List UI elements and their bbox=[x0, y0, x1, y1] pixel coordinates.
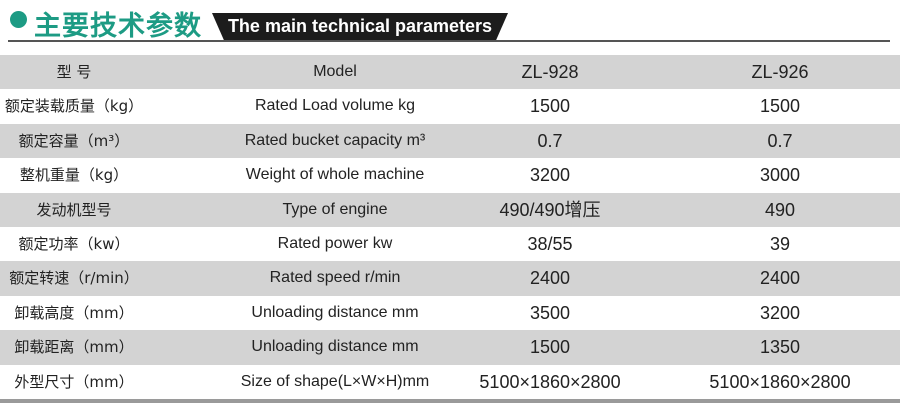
param-name-cn: 额定功率（kw） bbox=[18, 234, 130, 253]
table-row: 额定转速（r/min） Rated speed r/min 2400 2400 bbox=[0, 261, 900, 296]
table-row: 型 号 Model ZL-928 ZL-926 bbox=[0, 55, 900, 90]
value-model-2: 2400 bbox=[759, 268, 801, 289]
section-title-en: The main technical parameters bbox=[227, 16, 493, 36]
value-model-1: 3200 bbox=[529, 165, 571, 186]
param-name-en: Rated bucket capacity m³ bbox=[244, 131, 426, 149]
param-name-en: Rated Load volume kg bbox=[254, 97, 416, 115]
parameters-table: 型 号 Model ZL-928 ZL-926 额定装载质量（kg） Rated… bbox=[0, 55, 900, 399]
table-row: 卸载距离（mm） Unloading distance mm 1500 1350 bbox=[0, 330, 900, 365]
value-model-2: 1350 bbox=[759, 337, 801, 358]
value-model-2: 0.7 bbox=[767, 130, 793, 151]
table-row: 整机重量（kg） Weight of whole machine 3200 30… bbox=[0, 158, 900, 192]
table-row: 外型尺寸（mm） Size of shape(L×W×H)mm 5100×186… bbox=[0, 365, 900, 399]
param-name-cn: 发动机型号 bbox=[36, 200, 112, 219]
table-row: 额定容量（m³） Rated bucket capacity m³ 0.7 0.… bbox=[0, 123, 900, 159]
bottom-divider bbox=[0, 399, 900, 403]
param-name-en: Model bbox=[313, 63, 357, 80]
value-model-2: 1500 bbox=[759, 96, 801, 117]
param-name-cn: 外型尺寸（mm） bbox=[14, 372, 134, 391]
value-model-1: 38/55 bbox=[527, 233, 573, 254]
param-name-cn: 整机重量（kg） bbox=[19, 166, 129, 185]
value-model-1: 3500 bbox=[529, 302, 571, 323]
value-model-2: 39 bbox=[769, 233, 791, 254]
param-name-cn: 型 号 bbox=[56, 63, 92, 81]
param-name-en: Unloading distance mm bbox=[251, 303, 419, 321]
value-model-1: 0.7 bbox=[537, 130, 563, 151]
param-name-cn: 额定转速（r/min） bbox=[9, 269, 139, 288]
section-title-band: The main technical parameters bbox=[212, 13, 508, 40]
value-model-1: 1500 bbox=[529, 96, 571, 117]
value-model-1: 490/490增压 bbox=[499, 199, 601, 220]
value-model-2: ZL-926 bbox=[751, 62, 809, 82]
section-header: 主要技术参数 The main technical parameters bbox=[0, 0, 900, 44]
param-name-cn: 卸载高度（mm） bbox=[14, 303, 134, 322]
bullet-dot-icon bbox=[10, 11, 27, 28]
value-model-1: 5100×1860×2800 bbox=[479, 371, 621, 392]
value-model-2: 3000 bbox=[759, 165, 801, 186]
table-row: 发动机型号 Type of engine 490/490增压 490 bbox=[0, 192, 900, 227]
value-model-1: 1500 bbox=[529, 337, 571, 358]
param-name-en: Size of shape(L×W×H)mm bbox=[240, 372, 430, 390]
param-name-en: Type of engine bbox=[282, 200, 388, 218]
value-model-2: 3200 bbox=[759, 302, 801, 323]
param-name-en: Rated power kw bbox=[277, 234, 393, 252]
param-name-en: Rated speed r/min bbox=[269, 269, 401, 287]
table-row: 卸载高度（mm） Unloading distance mm 3500 3200 bbox=[0, 296, 900, 330]
value-model-2: 490 bbox=[764, 199, 796, 220]
param-name-en: Unloading distance mm bbox=[251, 338, 419, 356]
value-model-2: 5100×1860×2800 bbox=[709, 371, 851, 392]
section-title-cn: 主要技术参数 bbox=[34, 11, 202, 42]
header-divider bbox=[8, 40, 890, 42]
value-model-1: 2400 bbox=[529, 268, 571, 289]
param-name-cn: 额定装载质量（kg） bbox=[4, 97, 144, 116]
value-model-1: ZL-928 bbox=[521, 62, 579, 82]
param-name-cn: 额定容量（m³） bbox=[18, 131, 130, 150]
param-name-en: Weight of whole machine bbox=[245, 166, 425, 184]
table-row: 额定装载质量（kg） Rated Load volume kg 1500 150… bbox=[0, 89, 900, 123]
param-name-cn: 卸载距离（mm） bbox=[14, 338, 134, 357]
table-row: 额定功率（kw） Rated power kw 38/55 39 bbox=[0, 227, 900, 261]
